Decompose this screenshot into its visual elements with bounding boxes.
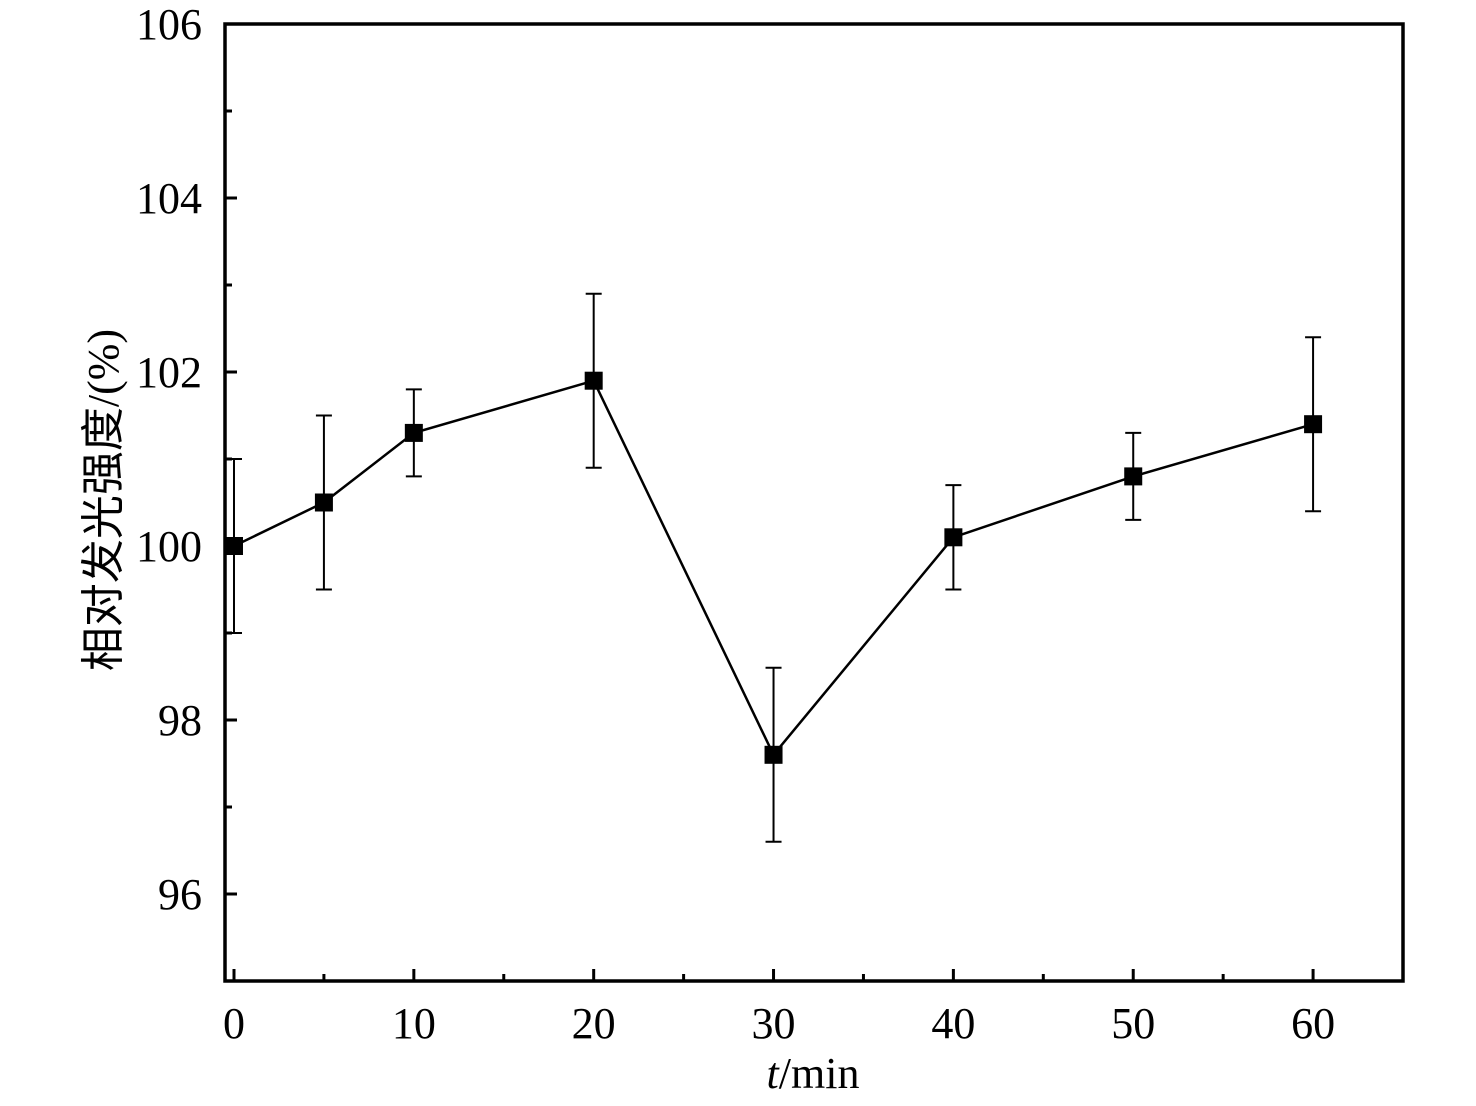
x-tick-label: 20: [572, 999, 616, 1048]
x-tick-label: 50: [1111, 999, 1155, 1048]
series-markers: [224, 371, 1323, 764]
data-point: [764, 745, 783, 764]
data-point: [314, 493, 333, 512]
x-tick-label: 0: [223, 999, 245, 1048]
y-axis-title: 相对发光强度/(%): [79, 329, 128, 671]
x-tick-label: 60: [1291, 999, 1335, 1048]
data-point: [1124, 467, 1143, 486]
x-axis-title: t/min: [767, 1049, 860, 1098]
x-tick-label: 30: [752, 999, 796, 1048]
y-tick-label: 98: [158, 696, 202, 745]
series-line: [233, 379, 1314, 758]
y-tick-label: 96: [158, 870, 202, 919]
data-point: [944, 528, 963, 547]
y-tick-label: 106: [136, 0, 202, 49]
tick-labels: 0 10 20 30 40 50 60 96 98 100 102 104 106: [136, 0, 1335, 1048]
axis-ticks: [225, 22, 1315, 981]
x-tick-label: 10: [392, 999, 436, 1048]
data-point: [404, 423, 423, 442]
data-point: [584, 371, 603, 390]
x-tick-label: 40: [931, 999, 975, 1048]
y-tick-label: 102: [136, 348, 202, 397]
y-tick-label: 104: [136, 174, 202, 223]
y-tick-label: 100: [136, 522, 202, 571]
data-point: [1304, 415, 1323, 434]
plot-frame: [223, 22, 1405, 983]
data-point: [224, 537, 243, 555]
